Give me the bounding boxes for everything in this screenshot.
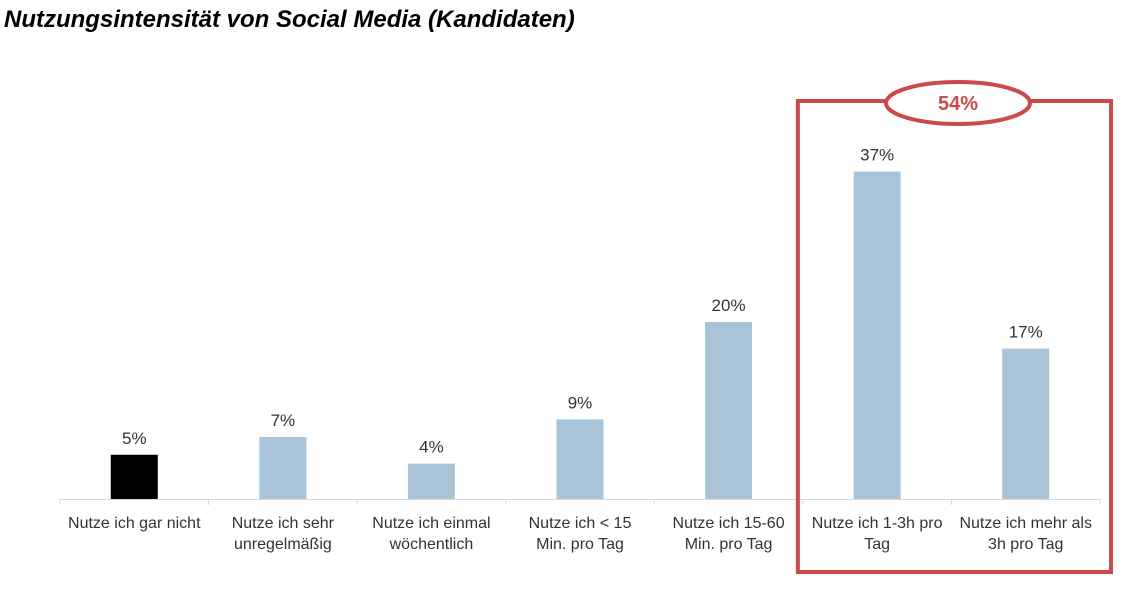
bar — [407, 463, 455, 499]
bar-value-label: 17% — [1009, 323, 1043, 342]
bar-value-label: 7% — [271, 411, 296, 430]
highlight-box — [795, 99, 1113, 574]
bar — [1002, 348, 1050, 499]
bar — [705, 322, 753, 499]
highlight-ellipse — [884, 80, 1032, 126]
category-labels-group: Nutze ich gar nicht Nutze ich sehr unregel… — [68, 515, 1092, 553]
chart-title: Nutzungsintensität von Social Media (Kan… — [4, 6, 575, 33]
category-label: Nutze ich 15-60 Min. pro Tag — [673, 515, 785, 553]
category-label: Nutze ich einmal wöchentlich — [372, 515, 490, 553]
highlight-total-label: 54% — [938, 93, 978, 115]
axis-ticks-group — [59, 499, 1101, 505]
bar — [556, 419, 604, 499]
highlight-group: 54% — [795, 80, 1113, 574]
category-label: Nutze ich sehr unregelmäßig — [232, 515, 335, 553]
value-labels-group: 5% 7% 4% 9% 20% 37% 17% — [122, 146, 1043, 457]
bars-group — [110, 171, 1050, 500]
bar — [110, 454, 158, 499]
bar — [259, 437, 307, 499]
bar — [853, 171, 901, 500]
category-label: Nutze ich 1-3h pro Tag — [812, 515, 943, 553]
category-label: Nutze ich gar nicht — [68, 515, 201, 532]
bar-value-label: 4% — [419, 438, 444, 457]
category-label: Nutze ich < 15 Min. pro Tag — [529, 515, 632, 553]
bar-value-label: 9% — [568, 393, 593, 412]
bar-value-label: 20% — [712, 296, 746, 315]
bar-value-label: 37% — [860, 146, 894, 165]
category-label: Nutze ich mehr als 3h pro Tag — [959, 515, 1092, 553]
bar-value-label: 5% — [122, 429, 147, 448]
